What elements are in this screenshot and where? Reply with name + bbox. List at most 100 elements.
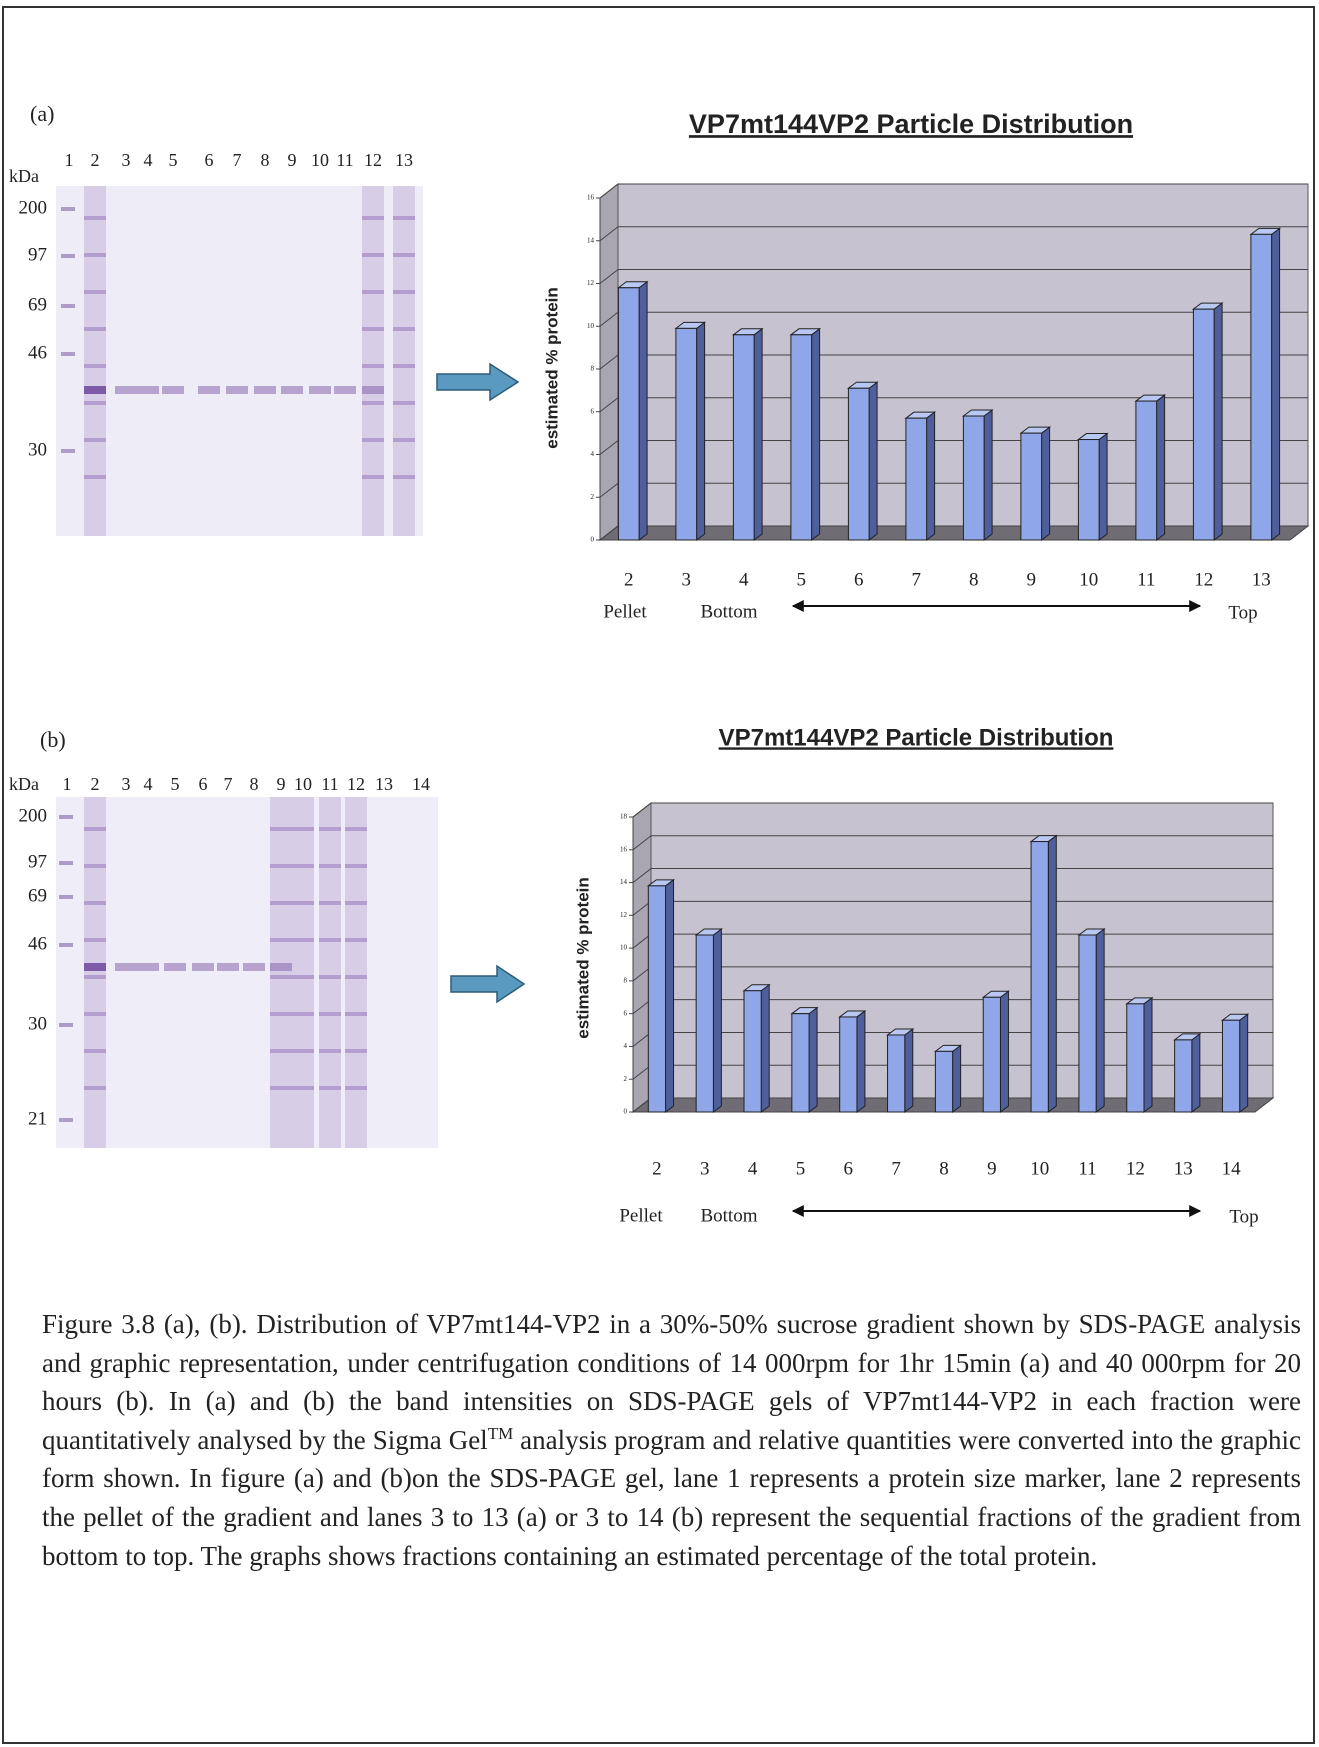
gel-band bbox=[84, 975, 106, 979]
gel-band bbox=[362, 438, 384, 442]
y-tick-label: 6 bbox=[624, 1009, 628, 1017]
gel-band bbox=[198, 386, 220, 394]
x-tick-label: 6 bbox=[854, 569, 864, 590]
gel-band bbox=[362, 216, 384, 220]
gel-band bbox=[292, 1086, 314, 1090]
gel-band bbox=[292, 1049, 314, 1053]
y-tick-label: 0 bbox=[624, 1108, 628, 1116]
bar-side bbox=[1239, 1013, 1249, 1113]
lane-label: 5 bbox=[171, 774, 180, 794]
grid-line bbox=[632, 868, 652, 883]
bar-side bbox=[808, 1006, 818, 1113]
bar-side bbox=[983, 409, 993, 541]
bar-side bbox=[1047, 834, 1057, 1113]
panel-label: (b) bbox=[40, 727, 66, 752]
marker-band bbox=[59, 943, 73, 947]
y-axis-label: estimated % protein bbox=[573, 877, 592, 1039]
lane-label: 5 bbox=[169, 150, 178, 170]
lane-label: 2 bbox=[91, 774, 100, 794]
block-arrow bbox=[436, 362, 520, 402]
gel-band bbox=[393, 327, 415, 331]
annotation: Pellet bbox=[603, 601, 647, 622]
grid-line bbox=[599, 482, 619, 498]
bar-side bbox=[856, 1009, 866, 1113]
figure: (a) (b) kDa kDa VP7mt144VP2 Particle Dis… bbox=[9, 101, 1310, 1227]
lane-label: 9 bbox=[277, 774, 286, 794]
gel-band bbox=[270, 901, 292, 905]
gel-band bbox=[84, 901, 106, 905]
bar-side bbox=[712, 928, 722, 1113]
grid-line bbox=[599, 311, 619, 327]
gel-band bbox=[345, 1049, 367, 1053]
gel-band bbox=[84, 963, 106, 971]
bar-side bbox=[1041, 426, 1051, 541]
grid-line bbox=[599, 183, 619, 199]
gel-bands bbox=[59, 797, 367, 1148]
gel-band bbox=[362, 475, 384, 479]
lane-label: 13 bbox=[375, 774, 393, 794]
gel-band bbox=[319, 1012, 341, 1016]
lane-label: 6 bbox=[205, 150, 214, 170]
gel-band bbox=[292, 975, 314, 979]
bar bbox=[934, 1050, 954, 1113]
gel-band bbox=[393, 438, 415, 442]
bar-side bbox=[696, 321, 706, 541]
y-tick-label: 2 bbox=[591, 493, 595, 501]
lane-smear bbox=[393, 186, 415, 536]
gel-band bbox=[84, 1012, 106, 1016]
gel-band bbox=[319, 1049, 341, 1053]
gel-band bbox=[137, 963, 159, 971]
lane-label: 10 bbox=[311, 150, 329, 170]
gel-band bbox=[393, 401, 415, 405]
bar bbox=[790, 334, 813, 541]
marker-label: 46 bbox=[28, 933, 47, 954]
x-tick-label: 13 bbox=[1174, 1158, 1193, 1179]
gel-band bbox=[84, 438, 106, 442]
bar-side bbox=[1191, 1032, 1201, 1113]
gel-band bbox=[319, 938, 341, 942]
bar-side bbox=[1098, 432, 1108, 541]
lane-label: 1 bbox=[63, 774, 72, 794]
gel-band bbox=[270, 827, 292, 831]
caption: Figure 3.8 (a), (b). Distribution of VP7… bbox=[42, 1305, 1301, 1575]
x-tick-label: 5 bbox=[796, 1158, 806, 1179]
marker-band bbox=[61, 352, 75, 356]
x-tick-label: 11 bbox=[1137, 569, 1155, 590]
bar-side bbox=[952, 1044, 962, 1113]
marker-label: 69 bbox=[28, 885, 47, 906]
gel-band bbox=[84, 827, 106, 831]
bar bbox=[1135, 400, 1158, 541]
x-tick-label: 9 bbox=[1027, 569, 1037, 590]
lane-smear bbox=[84, 797, 106, 1148]
x-tick-label: 7 bbox=[912, 569, 922, 590]
gel-band bbox=[84, 1086, 106, 1090]
grid-line bbox=[599, 440, 619, 455]
marker-band bbox=[61, 254, 75, 258]
lane-label: 8 bbox=[250, 774, 259, 794]
annotation: Bottom bbox=[700, 601, 757, 622]
lane-label: 7 bbox=[233, 150, 242, 170]
grid-line bbox=[599, 226, 619, 242]
gel-band bbox=[393, 216, 415, 220]
lane-label: 2 bbox=[91, 150, 100, 170]
gel-band bbox=[292, 938, 314, 942]
marker-band bbox=[61, 207, 75, 211]
x-tick-label: 7 bbox=[891, 1158, 901, 1179]
gel-band bbox=[345, 975, 367, 979]
bar-side bbox=[1143, 996, 1153, 1113]
marker-label: 21 bbox=[28, 1108, 47, 1129]
bar-side bbox=[760, 983, 770, 1113]
bar bbox=[982, 996, 1001, 1113]
gel-band bbox=[345, 901, 367, 905]
gel-band bbox=[345, 827, 367, 831]
marker-band bbox=[59, 815, 73, 819]
bar bbox=[887, 1034, 906, 1113]
gel-band bbox=[84, 1049, 106, 1053]
x-tick-label: 11 bbox=[1078, 1158, 1096, 1179]
marker-label: 69 bbox=[28, 294, 47, 315]
gel-band bbox=[84, 253, 106, 257]
gel-band bbox=[84, 864, 106, 868]
lane-label: 10 bbox=[294, 774, 312, 794]
bar-side bbox=[999, 990, 1009, 1113]
gel-band bbox=[226, 386, 248, 394]
